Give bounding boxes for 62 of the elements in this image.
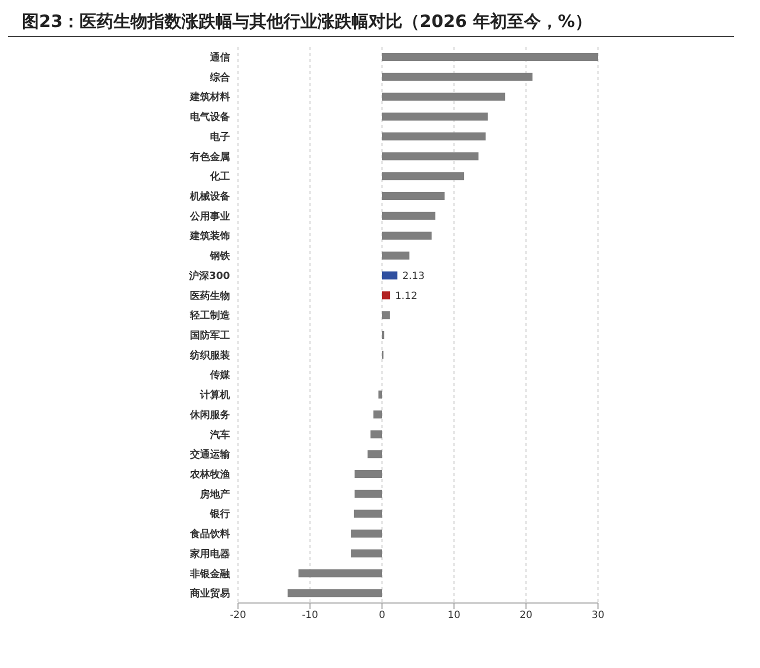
y-tick-label: 轻工制造 xyxy=(189,310,231,322)
x-tick-label: 0 xyxy=(378,610,386,622)
bar xyxy=(351,549,382,558)
bar xyxy=(370,430,382,438)
bar xyxy=(382,132,486,140)
y-tick-label: 沪深300 xyxy=(188,270,230,282)
y-tick-label: 非银金融 xyxy=(189,568,231,580)
x-tick-label: -20 xyxy=(230,610,246,622)
bar xyxy=(368,450,382,458)
x-tick-label: 30 xyxy=(592,610,604,622)
bar xyxy=(382,291,390,300)
x-tick-label: 20 xyxy=(520,610,532,622)
y-tick-label: 交通运输 xyxy=(189,448,231,461)
y-tick-label: 房地产 xyxy=(199,488,230,500)
y-tick-label: 钢铁 xyxy=(209,250,231,262)
y-tick-label: 食品饮料 xyxy=(189,528,230,540)
y-tick-label: 建筑装饰 xyxy=(189,230,230,242)
x-tick-label: -10 xyxy=(302,610,318,622)
data-label: 2.13 xyxy=(402,270,425,282)
y-tick-label: 电子 xyxy=(210,130,230,143)
bar xyxy=(382,92,506,101)
y-tick-label: 电气设备 xyxy=(190,111,231,124)
y-tick-label: 计算机 xyxy=(199,389,230,402)
bar xyxy=(288,589,382,598)
bar xyxy=(298,569,382,578)
y-tick-label: 国防军工 xyxy=(190,329,230,342)
bar xyxy=(354,490,382,498)
y-tick-label: 家用电器 xyxy=(189,548,230,560)
bar xyxy=(382,252,410,260)
bar xyxy=(373,410,382,418)
y-tick-label: 纺织服装 xyxy=(189,349,231,362)
y-tick-label: 公用事业 xyxy=(189,210,230,222)
bar xyxy=(354,510,382,518)
bar xyxy=(382,152,478,160)
bar xyxy=(351,530,382,538)
data-label: 1.12 xyxy=(395,290,418,302)
bar xyxy=(382,311,390,320)
y-tick-label: 建筑材料 xyxy=(189,91,230,104)
y-tick-label: 机械设备 xyxy=(189,190,231,202)
bar xyxy=(382,232,432,240)
y-tick-label: 汽车 xyxy=(209,428,230,441)
bar xyxy=(382,192,445,200)
y-tick-label: 化工 xyxy=(209,170,230,183)
bar xyxy=(382,212,436,220)
y-tick-label: 通信 xyxy=(209,51,230,64)
bar xyxy=(382,72,532,81)
bar xyxy=(378,390,382,399)
x-tick-label: 10 xyxy=(448,610,460,622)
bar xyxy=(354,470,382,478)
y-tick-label: 休闲服务 xyxy=(189,408,230,421)
y-tick-label: 传媒 xyxy=(209,369,231,382)
y-tick-label: 有色金属 xyxy=(189,150,230,163)
bar xyxy=(382,172,464,180)
bar xyxy=(382,271,398,280)
y-tick-label: 商业贸易 xyxy=(189,588,230,600)
bar xyxy=(382,53,598,61)
y-tick-label: 农林牧渔 xyxy=(189,468,230,480)
y-tick-label: 银行 xyxy=(209,508,230,520)
chart-title: 图23：医药生物指数涨跌幅与其他行业涨跌幅对比（2026 年初至今，%） xyxy=(8,8,734,37)
y-tick-label: 综合 xyxy=(209,71,231,84)
bar xyxy=(382,112,488,121)
y-tick-label: 医药生物 xyxy=(190,290,230,302)
